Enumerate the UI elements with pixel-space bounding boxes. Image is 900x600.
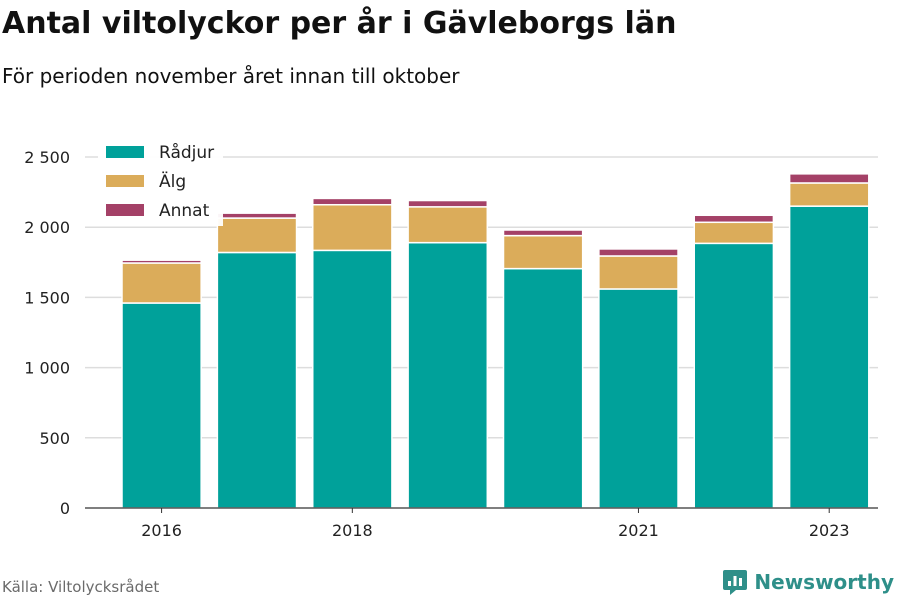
bar-annat-2020	[502, 229, 584, 237]
bar-rådjur-2020	[502, 267, 584, 509]
y-tick-label: 2 500	[24, 148, 70, 167]
bar-älg-2019	[407, 206, 489, 244]
y-axis-ticks: 0 500 1 000 1 500 2 000 2 500	[24, 148, 70, 518]
brand-logo: Newsworthy	[722, 568, 894, 596]
bar-annat-2016	[121, 259, 202, 264]
bar-rådjur-2017	[216, 251, 298, 509]
y-tick-label: 500	[39, 429, 70, 448]
x-tick-label: 2016	[141, 521, 182, 540]
legend: Rådjur Älg Annat	[98, 138, 223, 226]
y-tick-label: 0	[60, 499, 70, 518]
bar-älg-2017	[216, 217, 298, 254]
legend-label-rådjur: Rådjur	[159, 142, 214, 163]
x-tick-label: 2023	[809, 521, 850, 540]
bars	[121, 173, 870, 509]
brand-name: Newsworthy	[754, 570, 894, 594]
bar-älg-2016	[121, 262, 202, 304]
y-tick-label: 2 000	[24, 218, 70, 237]
legend-swatch-rådjur	[106, 146, 144, 158]
legend-swatch-annat	[106, 204, 144, 216]
bar-älg-2021	[598, 255, 679, 290]
newsworthy-logo-icon	[723, 570, 748, 595]
bar-rådjur-2023	[788, 205, 870, 509]
bar-älg-2020	[502, 234, 584, 270]
x-tick-label: 2021	[618, 521, 659, 540]
bar-annat-2019	[407, 199, 489, 208]
legend-swatch-älg	[106, 175, 144, 187]
bar-rådjur-2019	[407, 241, 489, 509]
bar-rådjur-2022	[693, 242, 775, 509]
bar-annat-2021	[598, 248, 679, 257]
bar-rådjur-2018	[312, 249, 393, 509]
bar-rådjur-2016	[121, 302, 202, 509]
x-axis-ticks: 2016 2018 2021 2023	[141, 508, 850, 540]
source-note: Källa: Viltolycksrådet	[2, 578, 160, 596]
y-tick-label: 1 500	[24, 288, 70, 307]
bar-älg-2023	[788, 182, 870, 207]
y-tick-label: 1 000	[24, 359, 70, 378]
bar-annat-2018	[312, 197, 393, 206]
bar-älg-2018	[312, 203, 393, 252]
bar-annat-2023	[788, 173, 870, 184]
legend-label-älg: Älg	[159, 171, 186, 192]
x-tick-label: 2018	[332, 521, 373, 540]
stacked-bar-chart: 0 500 1 000 1 500 2 000 2 500 2016 2018 2021 202…	[24, 138, 878, 540]
legend-label-annat: Annat	[159, 201, 210, 221]
bar-annat-2017	[216, 212, 298, 219]
bar-annat-2022	[693, 214, 775, 224]
chart-subtitle: För perioden november året innan till ok…	[2, 64, 460, 88]
bar-rådjur-2021	[598, 288, 679, 509]
chart-title: Antal viltolyckor per år i Gävleborgs lä…	[2, 6, 677, 41]
bar-älg-2022	[693, 221, 775, 245]
